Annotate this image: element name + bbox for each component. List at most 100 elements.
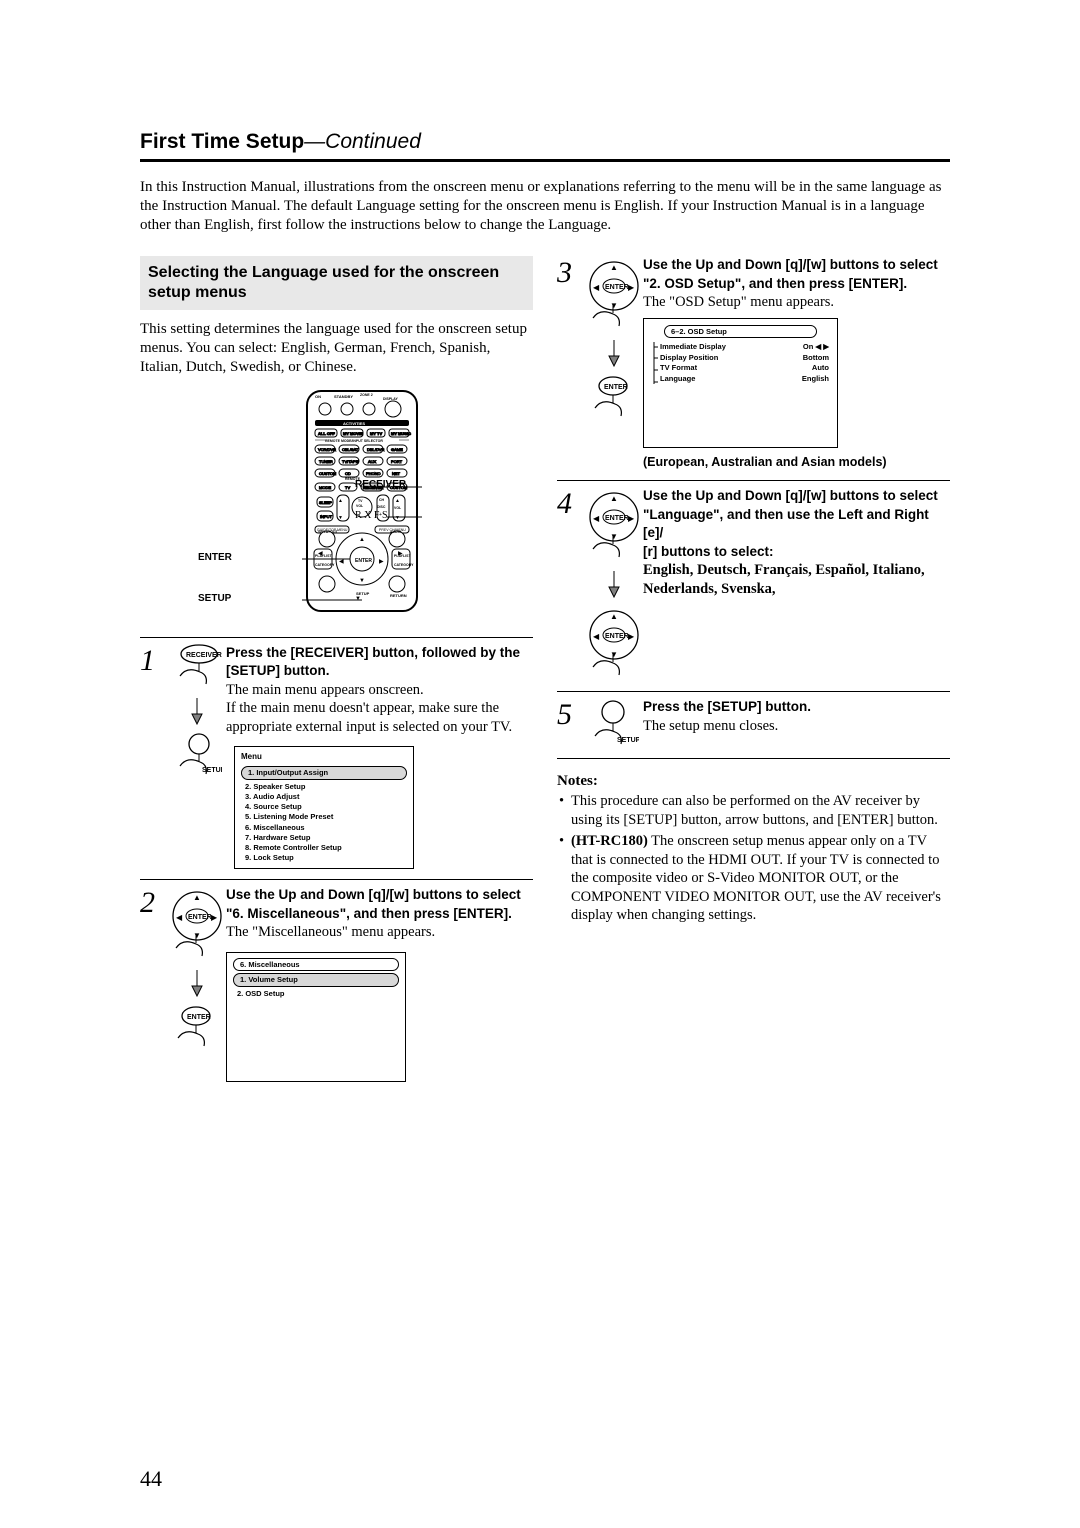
svg-text:PLAYLIST: PLAYLIST (394, 554, 411, 558)
svg-text:▶: ▶ (379, 559, 384, 565)
setup-button-icon: SETUP (172, 732, 222, 778)
osd-header: 6–2. OSD Setup (664, 325, 817, 339)
svg-text:▼: ▼ (193, 931, 201, 940)
step-5-content: Press the [SETUP] button. The setup menu… (643, 698, 950, 735)
svg-text:DISPLAY: DISPLAY (383, 397, 399, 401)
remote-illustration: ON STANDBY ZONE 2 DISPLAY ACTIVITIES ALL… (140, 389, 533, 619)
svg-text:CUSTOM: CUSTOM (319, 471, 336, 476)
svg-text:VOL: VOL (356, 504, 364, 508)
step-1-content: Press the [RECEIVER] button, followed by… (226, 644, 533, 870)
step-2-menu-box: 6. Miscellaneous 1. Volume Setup 2. OSD … (226, 952, 406, 1082)
svg-text:TV/TAPE: TV/TAPE (342, 459, 359, 464)
step-4: 4 ENTER ▲ ▼ ◀ ▶ ENTER (557, 480, 950, 681)
title-continued: —Continued (304, 130, 421, 153)
step-4-bold: Use the Up and Down [q]/[w] buttons to s… (643, 488, 938, 559)
svg-text:AUX: AUX (368, 459, 377, 464)
osd-box: 6–2. OSD Setup Immediate DisplayOn ◀ ▶ D… (643, 318, 838, 448)
svg-text:▲: ▲ (193, 893, 201, 902)
svg-text:ENTER: ENTER (605, 284, 629, 291)
dpad-icon: ENTER ▲ ▼ ◀ ▶ (170, 886, 224, 962)
svg-text:NET: NET (392, 471, 401, 476)
svg-text:DBL/DVR: DBL/DVR (367, 447, 384, 452)
step-2-content: Use the Up and Down [q]/[w] buttons to s… (226, 886, 533, 1082)
page-title: First Time Setup—Continued (140, 130, 950, 154)
svg-text:CATEGORY: CATEGORY (394, 563, 414, 567)
menu-item: 3. Audio Adjust (245, 792, 407, 802)
svg-text:◀: ◀ (318, 551, 323, 557)
dpad-icon: ENTER ▲ ▼ ◀ ▶ (587, 605, 641, 681)
two-column-layout: Selecting the Language used for the onsc… (140, 256, 950, 1091)
svg-text:STANDBY: STANDBY (334, 394, 353, 399)
svg-text:▼: ▼ (355, 596, 361, 602)
step-3-subnote: (European, Australian and Asian models) (643, 454, 950, 470)
svg-text:ON: ON (315, 394, 321, 399)
svg-text:ENTER: ENTER (605, 633, 629, 640)
svg-text:▲: ▲ (395, 498, 400, 504)
svg-text:▼: ▼ (338, 515, 343, 521)
svg-text:▼: ▼ (359, 578, 365, 584)
svg-text:▲: ▲ (359, 537, 365, 543)
step-1-text: The main menu appears onscreen.If the ma… (226, 682, 512, 735)
svg-text:◀: ◀ (176, 913, 183, 922)
step-1-icons: RECEIVER SETUP (168, 644, 226, 778)
menu-item: 1. Input/Output Assign (241, 766, 407, 780)
osd-row: LanguageEnglish (658, 374, 831, 385)
svg-text:▶: ▶ (628, 514, 635, 523)
svg-text:ENTER: ENTER (187, 1014, 211, 1021)
notes-list: This procedure can also be performed on … (557, 792, 950, 925)
step-2: 2 ENTER ▲ ▼ ◀ ▶ ENTER (140, 879, 533, 1082)
svg-text:ENTER: ENTER (188, 914, 212, 921)
svg-text:ENTER: ENTER (605, 515, 629, 522)
svg-text:▲: ▲ (610, 263, 618, 272)
step-4-icons: ENTER ▲ ▼ ◀ ▶ ENTER ▲ ▼ ◀ ▶ (585, 487, 643, 681)
menu-item: 1. Volume Setup (233, 973, 399, 987)
step-3-icons: ENTER ▲ ▼ ◀ ▶ ENTER (585, 256, 643, 420)
arrow-down-icon (188, 696, 206, 726)
svg-text:▲: ▲ (610, 494, 618, 503)
menu-item: 6. Miscellaneous (245, 823, 407, 833)
svg-text:▼: ▼ (610, 532, 618, 541)
svg-text:▼: ▼ (610, 301, 618, 310)
title-rule (140, 159, 950, 162)
svg-text:TUNER: TUNER (319, 459, 333, 464)
svg-text:▶: ▶ (398, 551, 403, 557)
svg-text:SLEEP: SLEEP (319, 500, 332, 505)
menu-item: 2. Speaker Setup (245, 782, 407, 792)
step-2-text: The "Miscellaneous" menu appears. (226, 924, 435, 940)
right-column: 3 ENTER ▲ ▼ ◀ ▶ ENTER (557, 256, 950, 1091)
svg-text:MODE: MODE (319, 485, 331, 490)
step-5-number: 5 (557, 698, 585, 730)
svg-text:◀: ◀ (593, 514, 600, 523)
intro-paragraph: In this Instruction Manual, illustration… (140, 178, 950, 234)
step-3: 3 ENTER ▲ ▼ ◀ ▶ ENTER (557, 256, 950, 470)
svg-text:SP LAYOUT: SP LAYOUT (318, 530, 339, 534)
arrow-down-icon (605, 338, 623, 368)
svg-text:◀: ◀ (593, 632, 600, 641)
svg-text:ENTER: ENTER (604, 384, 628, 391)
enter-button-icon: ENTER (172, 1004, 222, 1050)
menu-item: 5. Listening Mode Preset (245, 812, 407, 822)
step-5-icons: SETUP (585, 698, 643, 748)
step-5-text: The setup menu closes. (643, 718, 778, 734)
svg-text:REMOTE MODE/INPUT SELECTOR: REMOTE MODE/INPUT SELECTOR (325, 439, 383, 443)
menu-item: 4. Source Setup (245, 802, 407, 812)
section-intro: This setting determines the language use… (140, 320, 533, 376)
step-2-number: 2 (140, 886, 168, 918)
svg-text:▶: ▶ (211, 913, 218, 922)
svg-text:ALL OFF: ALL OFF (318, 431, 335, 436)
step-5: 5 SETUP Press the [SETUP] button. The se… (557, 691, 950, 748)
svg-text:CH: CH (379, 498, 385, 502)
svg-text:ENTER: ENTER (355, 558, 372, 564)
svg-text:▲: ▲ (338, 498, 343, 504)
enter-label: ENTER (198, 552, 232, 563)
section-heading: Selecting the Language used for the onsc… (140, 256, 533, 310)
rxfs-label: R X F S (355, 510, 388, 521)
svg-text:INPUT: INPUT (320, 514, 333, 519)
svg-text:ACTIVITIES: ACTIVITIES (343, 421, 365, 426)
arrow-down-icon (605, 569, 623, 599)
osd-row: Immediate DisplayOn ◀ ▶ (658, 342, 831, 353)
page-number: 44 (140, 1466, 162, 1492)
menu-item: 9. Lock Setup (245, 853, 407, 863)
setup-button-icon: SETUP (589, 698, 639, 748)
svg-text:CBL/SAT: CBL/SAT (342, 447, 359, 452)
